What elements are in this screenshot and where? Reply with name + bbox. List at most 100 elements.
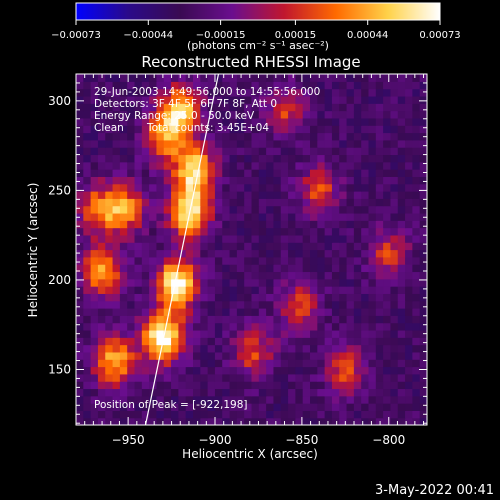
heatmap-cell — [353, 95, 362, 104]
heatmap-cell — [214, 293, 223, 302]
heatmap-cell — [244, 410, 253, 419]
heatmap-cell — [76, 205, 84, 214]
heatmap-cell — [375, 256, 384, 265]
heatmap-cell — [229, 88, 238, 97]
heatmap-cell — [383, 417, 392, 425]
heatmap-cell — [171, 351, 179, 360]
heatmap-cell — [97, 286, 106, 294]
heatmap-cell — [134, 322, 143, 331]
heatmap-cell — [390, 95, 399, 104]
heatmap-cell — [405, 351, 413, 360]
heatmap-cell — [141, 139, 150, 148]
heatmap-cell — [76, 322, 84, 331]
heatmap-cell — [375, 169, 384, 177]
heatmap-cell — [295, 417, 304, 425]
heatmap-cell — [171, 81, 179, 90]
heatmap-cell — [324, 403, 333, 411]
heatmap-cell — [222, 286, 231, 294]
heatmap-cell — [317, 249, 326, 258]
heatmap-cell — [119, 322, 128, 331]
heatmap-cell — [134, 234, 143, 243]
heatmap-cell — [207, 220, 216, 229]
heatmap-cell — [97, 264, 106, 273]
heatmap-cell — [405, 373, 413, 382]
heatmap-cell — [346, 278, 355, 287]
heatmap-cell — [171, 315, 179, 324]
heatmap-cell — [405, 344, 413, 353]
heatmap-cell — [361, 81, 370, 90]
heatmap-cell — [361, 169, 370, 177]
heatmap-cell — [134, 161, 143, 170]
heatmap-cell — [258, 344, 267, 353]
heatmap-cell — [375, 198, 384, 207]
heatmap-cell — [346, 359, 355, 368]
heatmap-cell — [83, 403, 92, 411]
heatmap-cell — [361, 227, 370, 236]
heatmap-cell — [390, 220, 399, 229]
heatmap-cell — [361, 381, 370, 390]
heatmap-cell — [185, 220, 194, 229]
heatmap-cell — [405, 169, 413, 177]
heatmap-cell — [214, 161, 223, 170]
heatmap-cell — [185, 212, 194, 221]
heatmap-cell — [258, 198, 267, 207]
heatmap-cell — [361, 154, 370, 163]
heatmap-cell — [390, 103, 399, 112]
heatmap-cell — [97, 183, 106, 192]
heatmap-cell — [258, 110, 267, 119]
heatmap-cell — [273, 322, 282, 331]
heatmap-cell — [97, 249, 106, 258]
heatmap-cell — [324, 286, 333, 294]
heatmap-cell — [353, 286, 362, 294]
heatmap-cell — [112, 234, 121, 243]
heatmap-cell — [346, 176, 355, 185]
heatmap-cell — [266, 264, 275, 273]
heatmap-cell — [266, 278, 275, 287]
heatmap-cell — [156, 74, 165, 82]
heatmap-cell — [258, 286, 267, 294]
heatmap-cell — [375, 315, 384, 324]
heatmap-cell — [244, 329, 253, 338]
heatmap-cell — [214, 212, 223, 221]
heatmap-cell — [412, 110, 421, 119]
heatmap-cell — [90, 234, 99, 243]
heatmap-cell — [353, 242, 362, 251]
heatmap-cell — [112, 117, 121, 126]
heatmap-cell — [178, 381, 187, 390]
heatmap-cell — [331, 212, 340, 221]
heatmap-cell — [207, 110, 216, 119]
heatmap-cell — [76, 139, 84, 148]
heatmap-cell — [105, 329, 114, 338]
heatmap-cell — [375, 388, 384, 397]
heatmap-cell — [112, 191, 121, 199]
heatmap-cell — [273, 300, 282, 309]
heatmap-cell — [105, 176, 114, 185]
heatmap-cell — [288, 381, 296, 390]
heatmap-cell — [127, 329, 136, 338]
heatmap-cell — [229, 242, 238, 251]
heatmap-cell — [339, 359, 348, 368]
heatmap-cell — [171, 234, 179, 243]
heatmap-cell — [112, 139, 121, 148]
heatmap-cell — [112, 388, 121, 397]
heatmap-cell — [346, 417, 355, 425]
heatmap-cell — [97, 351, 106, 360]
heatmap-cell — [405, 125, 413, 134]
heatmap-cell — [295, 322, 304, 331]
heatmap-cell — [317, 176, 326, 185]
heatmap-cell — [236, 359, 245, 368]
heatmap-cell — [405, 103, 413, 112]
heatmap-cell — [375, 395, 384, 404]
heatmap-cell — [251, 227, 260, 236]
heatmap-cell — [112, 381, 121, 390]
heatmap-cell — [149, 183, 158, 192]
heatmap-cell — [273, 271, 282, 280]
heatmap-cell — [412, 278, 421, 287]
heatmap-cell — [390, 88, 399, 97]
heatmap-cell — [346, 322, 355, 331]
heatmap-cell — [178, 256, 187, 265]
heatmap-cell — [361, 103, 370, 112]
heatmap-cell — [339, 293, 348, 302]
heatmap-cell — [317, 88, 326, 97]
heatmap-cell — [339, 300, 348, 309]
